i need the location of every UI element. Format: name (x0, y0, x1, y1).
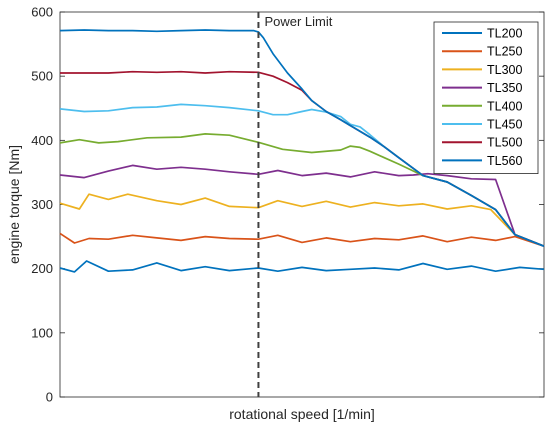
series-line-tl300 (59, 193, 545, 247)
legend-label-tl300: TL300 (487, 63, 522, 77)
series-line-tl560 (59, 29, 545, 247)
annotation-group: Power Limit (257, 12, 333, 397)
series-line-tl350 (59, 164, 545, 247)
legend: TL200 TL250 TL300 TL350 TL400 TL450 TL500 TL560 (433, 21, 539, 175)
series-line-tl200 (59, 260, 545, 273)
series-group (59, 29, 545, 273)
legend-label-tl200: TL200 (487, 27, 522, 41)
y-tick-label: 300 (31, 197, 53, 212)
y-tick-label: 600 (31, 5, 53, 20)
legend-label-tl560: TL560 (487, 154, 522, 168)
y-tick-label: 0 (46, 390, 53, 405)
legend-box (433, 21, 539, 175)
legend-label-tl450: TL450 (487, 118, 522, 132)
power-limit-label: Power Limit (264, 14, 332, 29)
y-tick-label: 100 (31, 325, 53, 340)
y-tick-label: 200 (31, 261, 53, 276)
axes-group: 0 100 200 300 400 500 600 rotational speed [1/m… (6, 5, 545, 422)
y-tick-label: 500 (31, 69, 53, 84)
legend-label-tl250: TL250 (487, 45, 522, 59)
series-line-tl250 (59, 232, 545, 248)
legend-label-tl500: TL500 (487, 136, 522, 150)
legend-label-tl400: TL400 (487, 99, 522, 113)
y-tick-label: 400 (31, 133, 53, 148)
x-axis-label: rotational speed [1/min] (229, 406, 375, 422)
legend-label-tl350: TL350 (487, 81, 522, 95)
y-axis-label: engine torque [Nm] (6, 145, 22, 264)
